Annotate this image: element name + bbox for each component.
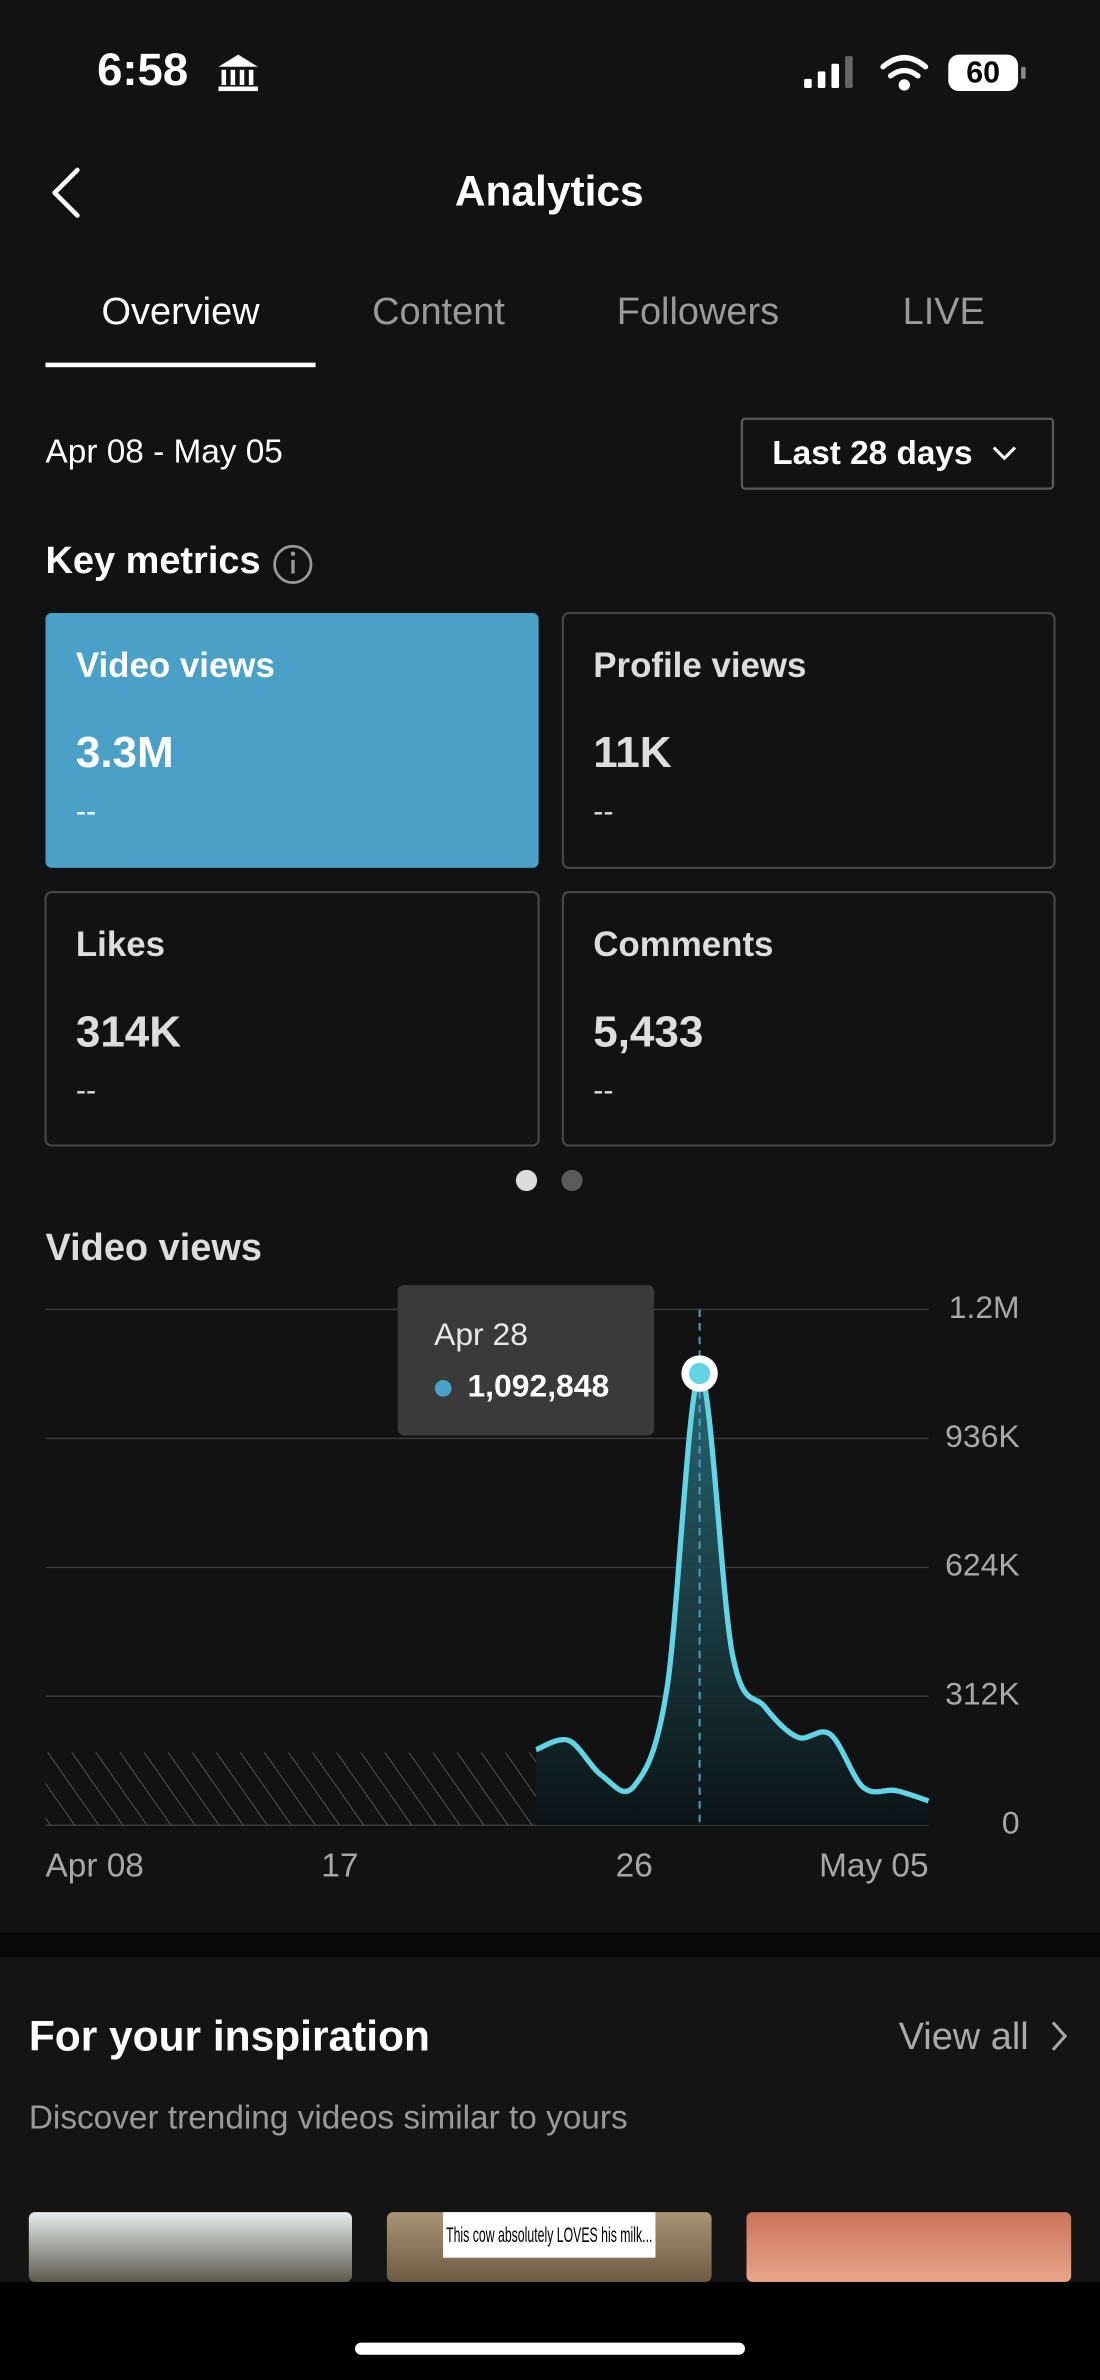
tab[interactable]: Overview bbox=[102, 291, 261, 333]
battery-tip bbox=[1021, 66, 1026, 79]
line-series bbox=[535, 1370, 930, 1804]
page-dot bbox=[561, 1169, 583, 1192]
metric-change: -- bbox=[593, 1074, 613, 1107]
x-tick-label: 17 bbox=[321, 1848, 358, 1885]
tooltip-value: 1,092,848 bbox=[467, 1368, 609, 1404]
metric-label: Profile views bbox=[593, 646, 806, 685]
bottom-bar bbox=[0, 2281, 1100, 2380]
metric-card[interactable] bbox=[44, 891, 540, 1147]
tooltip-dot bbox=[434, 1379, 452, 1397]
metric-card[interactable] bbox=[561, 611, 1056, 870]
x-tick-label: 26 bbox=[616, 1848, 653, 1885]
thumbnail-caption: This cow absolutely LOVES his milk... bbox=[446, 2223, 652, 2247]
metric-change: -- bbox=[76, 795, 96, 828]
tab[interactable]: Followers bbox=[617, 291, 779, 333]
battery-icon bbox=[948, 54, 1019, 92]
period-filter: Last 28 days bbox=[772, 435, 972, 472]
page-dot bbox=[515, 1169, 538, 1192]
video-thumbnail[interactable] bbox=[28, 2212, 353, 2282]
tooltip-title: Apr 28 bbox=[434, 1316, 528, 1352]
tab[interactable]: Content bbox=[372, 291, 505, 333]
status-time: 6:58 bbox=[97, 44, 188, 95]
inspiration-subtitle: Discover trending videos similar to your… bbox=[29, 2099, 628, 2136]
line-area bbox=[536, 1373, 929, 1826]
view-all-chevron bbox=[1051, 2021, 1068, 2051]
home-indicator bbox=[355, 2342, 745, 2355]
y-tick-label: 0 bbox=[1002, 1805, 1020, 1841]
page-title: Analytics bbox=[455, 168, 644, 215]
highlight-point-core bbox=[688, 1362, 711, 1385]
metric-value: 314K bbox=[76, 1007, 181, 1056]
chart-title: Video views bbox=[46, 1227, 262, 1269]
metric-cards: Video views 3.3M -- Profile views 11K -- Likes… bbox=[44, 611, 1056, 1147]
caption-box bbox=[443, 2212, 656, 2258]
battery-level: 60 bbox=[966, 56, 1000, 89]
no-data-region bbox=[45, 1752, 537, 1826]
info-icon[interactable] bbox=[273, 544, 313, 585]
metric-value: 3.3M bbox=[76, 728, 174, 777]
video-thumbnail[interactable] bbox=[746, 2212, 1072, 2282]
period-dropdown[interactable] bbox=[740, 417, 1055, 490]
tab-indicator bbox=[45, 362, 316, 368]
metric-label: Comments bbox=[593, 925, 773, 964]
bank-icon bbox=[218, 54, 258, 92]
tab[interactable]: LIVE bbox=[903, 291, 985, 333]
metric-change: -- bbox=[76, 1074, 96, 1107]
x-tick-label: Apr 08 bbox=[46, 1848, 144, 1885]
section-divider bbox=[0, 1932, 1100, 1958]
metric-value: 11K bbox=[593, 728, 672, 777]
metric-change: -- bbox=[593, 795, 613, 828]
y-tick-label: 312K bbox=[945, 1676, 1019, 1712]
metric-card[interactable] bbox=[45, 612, 539, 868]
inspiration-title: For your inspiration bbox=[29, 2013, 430, 2060]
x-tick-label: May 05 bbox=[819, 1848, 928, 1885]
chart: 0 312K 624K 936K 1.2M Apr 08 17 26 May 05 Apr 28 1… bbox=[45, 1285, 1020, 1885]
section-title: Key metrics bbox=[46, 540, 261, 582]
y-tick-label: 936K bbox=[945, 1418, 1019, 1454]
metric-value: 5,433 bbox=[593, 1007, 703, 1056]
view-all-link[interactable]: View all bbox=[899, 2016, 1029, 2058]
wifi-icon bbox=[880, 55, 929, 91]
y-tick-label: 624K bbox=[945, 1547, 1019, 1583]
back-button[interactable] bbox=[52, 167, 80, 218]
metric-label: Likes bbox=[76, 925, 165, 964]
y-tick-label: 1.2M bbox=[949, 1289, 1020, 1325]
metric-label: Video views bbox=[76, 646, 275, 685]
dropdown-chevron bbox=[992, 446, 1017, 461]
tooltip bbox=[397, 1285, 655, 1436]
metric-card[interactable] bbox=[561, 891, 1056, 1147]
signal-icon bbox=[804, 56, 853, 89]
date-range: Apr 08 - May 05 bbox=[46, 433, 283, 470]
